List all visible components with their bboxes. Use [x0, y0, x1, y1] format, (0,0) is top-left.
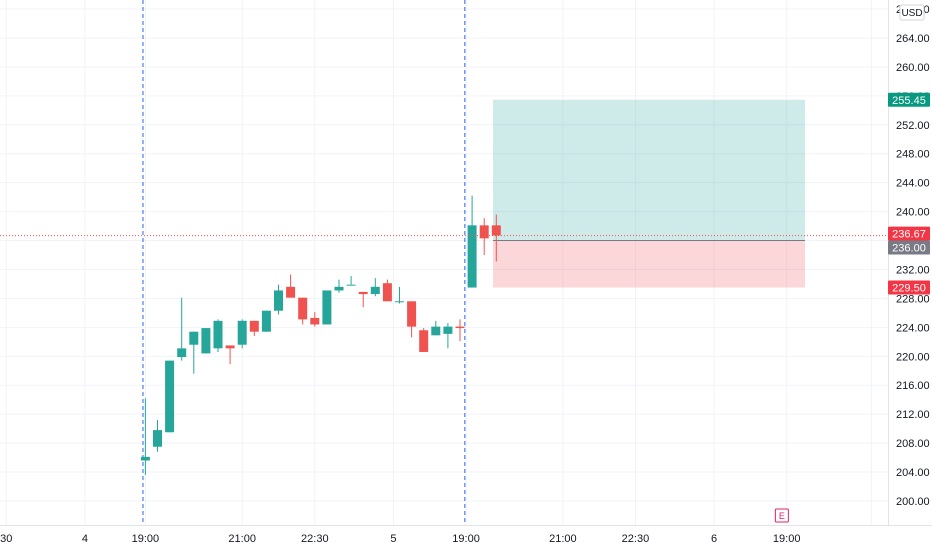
candle-body[interactable] [177, 348, 187, 358]
candle-body[interactable] [274, 290, 283, 311]
event-marker-icon[interactable] [774, 508, 789, 523]
y-tick-label: 200.00 [896, 496, 930, 508]
candle-body[interactable] [419, 330, 429, 352]
y-tick-label: 208.00 [896, 438, 930, 450]
candle-body[interactable] [249, 320, 259, 332]
y-tick-label: 220.00 [896, 351, 930, 363]
candle-body[interactable] [165, 360, 175, 433]
x-tick-label: 6 [711, 533, 717, 545]
currency-button-bg[interactable] [899, 4, 925, 21]
candle-body[interactable] [382, 283, 392, 302]
y-tick-label: 232.00 [896, 264, 930, 276]
price-label-bg [888, 226, 930, 241]
y-tick-label: 224.00 [896, 322, 930, 334]
candle-body[interactable] [201, 328, 211, 354]
y-tick-label: 240.00 [896, 207, 930, 219]
y-tick-label: 204.00 [896, 467, 930, 479]
x-tick-label: 30 [0, 533, 12, 545]
candle-body[interactable] [431, 326, 441, 336]
candle-body[interactable] [370, 286, 380, 295]
x-tick-label: 5 [390, 533, 396, 545]
y-tick-label: 244.00 [896, 178, 930, 190]
candle-body[interactable] [407, 301, 417, 327]
x-tick-label: 21:00 [549, 533, 577, 545]
price-label: 255.45 [892, 95, 926, 107]
candle-body[interactable] [261, 310, 271, 332]
candle-body[interactable] [140, 456, 150, 461]
y-tick-label: 248.00 [896, 149, 930, 161]
x-tick-label: 4 [82, 533, 88, 545]
profit-zone[interactable] [493, 99, 805, 241]
event-marker-label: E [779, 511, 785, 521]
y-tick-label: 264.00 [896, 33, 930, 45]
candle-body[interactable] [395, 301, 404, 303]
candle-body[interactable] [479, 225, 489, 239]
candle-body[interactable] [491, 225, 501, 236]
price-label-bg [888, 240, 930, 255]
candle-body[interactable] [455, 326, 465, 329]
candle-body[interactable] [322, 290, 332, 325]
loss-zone[interactable] [493, 240, 805, 288]
candle-body[interactable] [298, 297, 308, 320]
x-tick-label: 19:00 [452, 533, 480, 545]
candle-body[interactable] [443, 326, 453, 334]
candle-body[interactable] [237, 320, 247, 345]
x-tick-label: 22:30 [622, 533, 650, 545]
currency-label[interactable]: USD [901, 8, 922, 19]
price-label: 236.67 [892, 229, 926, 241]
candle-body[interactable] [286, 286, 296, 298]
y-tick-label: 228.00 [896, 293, 930, 305]
price-label: 229.50 [892, 283, 926, 295]
candle-body[interactable] [310, 317, 320, 325]
candle-body[interactable] [189, 331, 199, 345]
x-tick-label: 19:00 [773, 533, 801, 545]
x-tick-label: 19:00 [132, 533, 160, 545]
candle-body[interactable] [213, 320, 223, 349]
x-tick-label: 21:00 [228, 533, 256, 545]
x-tick-label: 22:30 [301, 533, 329, 545]
y-tick-label: 216.00 [896, 380, 930, 392]
candle-body[interactable] [225, 345, 235, 349]
price-label-bg [888, 280, 930, 295]
candle-body[interactable] [467, 225, 477, 288]
candle-body[interactable] [346, 284, 356, 286]
y-tick-label: 212.00 [896, 409, 930, 421]
y-tick-label: 260.00 [896, 62, 930, 74]
price-label: 236.00 [892, 243, 926, 255]
y-tick-label: 252.00 [896, 120, 930, 132]
candle-body[interactable] [358, 291, 368, 295]
candle-body[interactable] [153, 430, 162, 447]
price-label-bg [888, 92, 930, 107]
candle-body[interactable] [334, 286, 344, 291]
